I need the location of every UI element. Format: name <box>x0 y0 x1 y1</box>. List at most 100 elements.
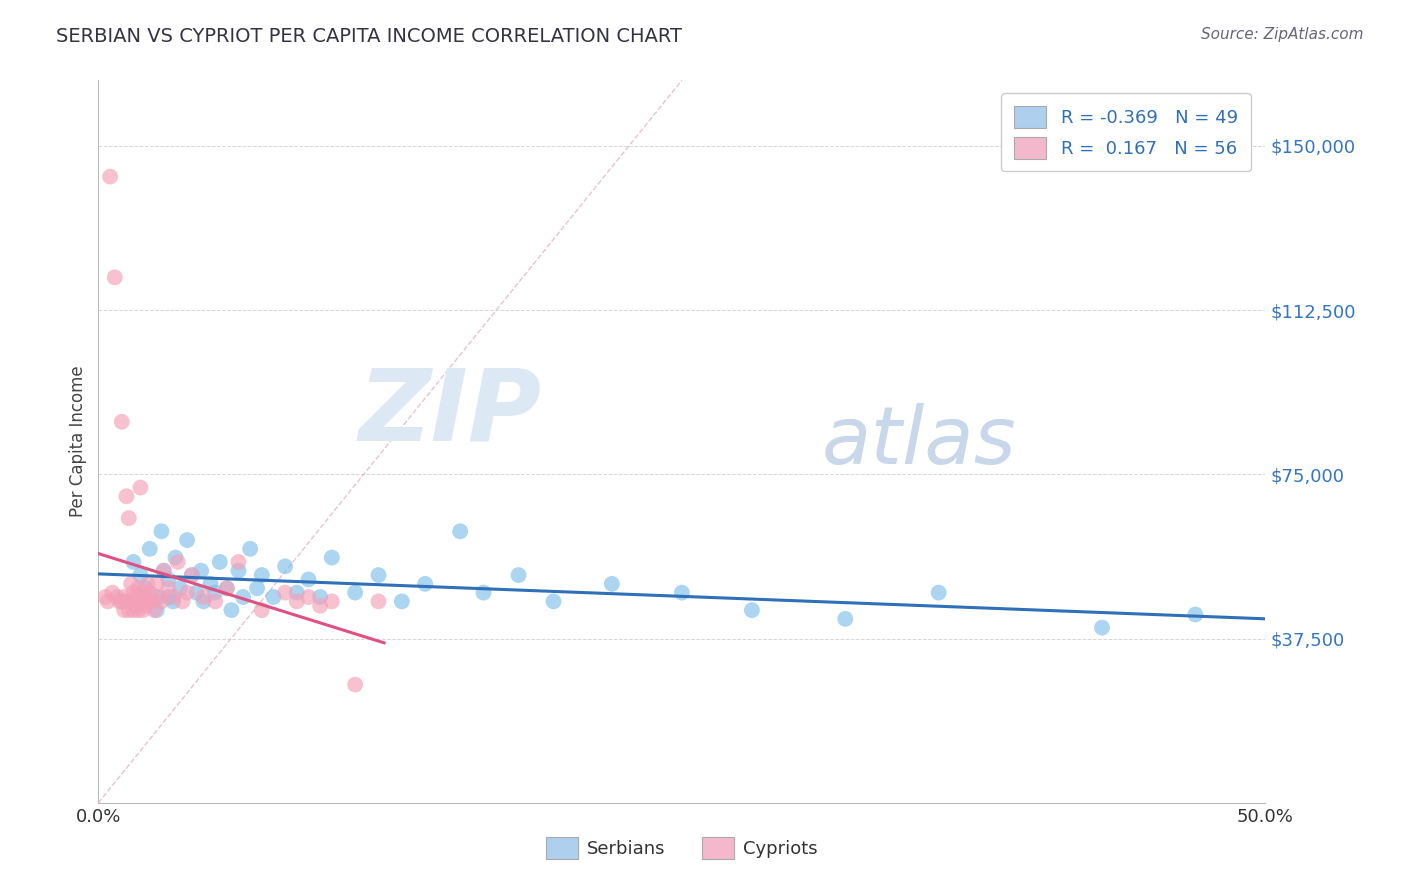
Point <box>367 594 389 608</box>
Point <box>134 599 156 613</box>
Point <box>215 581 238 595</box>
Point <box>176 533 198 547</box>
Point <box>176 585 198 599</box>
Point <box>928 585 950 599</box>
Point <box>136 594 159 608</box>
Point <box>132 603 155 617</box>
Point <box>98 169 121 184</box>
Point <box>172 594 194 608</box>
Point <box>165 550 187 565</box>
Point <box>129 594 152 608</box>
Point <box>232 590 254 604</box>
Point <box>215 581 238 595</box>
Point <box>115 594 138 608</box>
Point <box>112 603 135 617</box>
Point <box>600 577 623 591</box>
Point <box>344 677 367 691</box>
Point <box>250 603 273 617</box>
Point <box>262 590 284 604</box>
Point <box>112 590 135 604</box>
Point <box>97 594 120 608</box>
Point <box>200 577 222 591</box>
Point <box>193 594 215 608</box>
Point <box>162 594 184 608</box>
Point <box>169 581 191 595</box>
Point <box>139 541 162 556</box>
Point <box>741 603 763 617</box>
Point <box>141 594 163 608</box>
Point <box>118 603 141 617</box>
Point <box>115 489 138 503</box>
Point <box>246 581 269 595</box>
Point <box>127 603 149 617</box>
Point <box>309 590 332 604</box>
Point <box>132 585 155 599</box>
Point <box>127 581 149 595</box>
Point <box>122 555 145 569</box>
Point <box>285 594 308 608</box>
Point <box>834 612 856 626</box>
Point <box>120 577 142 591</box>
Point <box>146 590 169 604</box>
Point <box>208 555 231 569</box>
Point <box>274 585 297 599</box>
Point <box>111 594 134 608</box>
Point <box>146 577 169 591</box>
Point <box>152 564 174 578</box>
Point <box>250 568 273 582</box>
Point <box>139 585 162 599</box>
Point <box>143 603 166 617</box>
Point <box>309 599 332 613</box>
Point <box>1184 607 1206 622</box>
Point <box>129 481 152 495</box>
Point <box>321 594 343 608</box>
Point <box>285 585 308 599</box>
Point <box>297 590 319 604</box>
Point <box>186 585 208 599</box>
Point <box>118 511 141 525</box>
Point <box>449 524 471 539</box>
Point <box>125 599 148 613</box>
Point <box>129 568 152 582</box>
Point <box>228 564 250 578</box>
Point <box>221 603 243 617</box>
Point <box>190 564 212 578</box>
Point <box>152 564 174 578</box>
Point <box>111 415 134 429</box>
Point <box>94 590 117 604</box>
Point <box>204 585 226 599</box>
Point <box>157 581 180 595</box>
Point <box>150 524 173 539</box>
Point <box>166 555 188 569</box>
Point <box>105 590 128 604</box>
Point <box>134 581 156 595</box>
Point <box>108 594 131 608</box>
Point <box>344 585 367 599</box>
Point <box>472 585 495 599</box>
Point <box>122 585 145 599</box>
Point <box>543 594 565 608</box>
Point <box>162 590 184 604</box>
Point <box>1091 621 1114 635</box>
Point <box>157 590 180 604</box>
Point <box>274 559 297 574</box>
Point <box>204 594 226 608</box>
Point <box>125 590 148 604</box>
Point <box>134 590 156 604</box>
Legend: Serbians, Cypriots: Serbians, Cypriots <box>538 830 825 866</box>
Point <box>146 603 169 617</box>
Point <box>413 577 436 591</box>
Text: SERBIAN VS CYPRIOT PER CAPITA INCOME CORRELATION CHART: SERBIAN VS CYPRIOT PER CAPITA INCOME COR… <box>56 27 682 45</box>
Text: Source: ZipAtlas.com: Source: ZipAtlas.com <box>1201 27 1364 42</box>
Text: ZIP: ZIP <box>359 364 541 461</box>
Point <box>150 594 173 608</box>
Point <box>120 594 142 608</box>
Point <box>228 555 250 569</box>
Point <box>180 568 202 582</box>
Point <box>297 573 319 587</box>
Point <box>193 590 215 604</box>
Point <box>671 585 693 599</box>
Point <box>148 590 170 604</box>
Point <box>157 573 180 587</box>
Text: atlas: atlas <box>823 402 1017 481</box>
